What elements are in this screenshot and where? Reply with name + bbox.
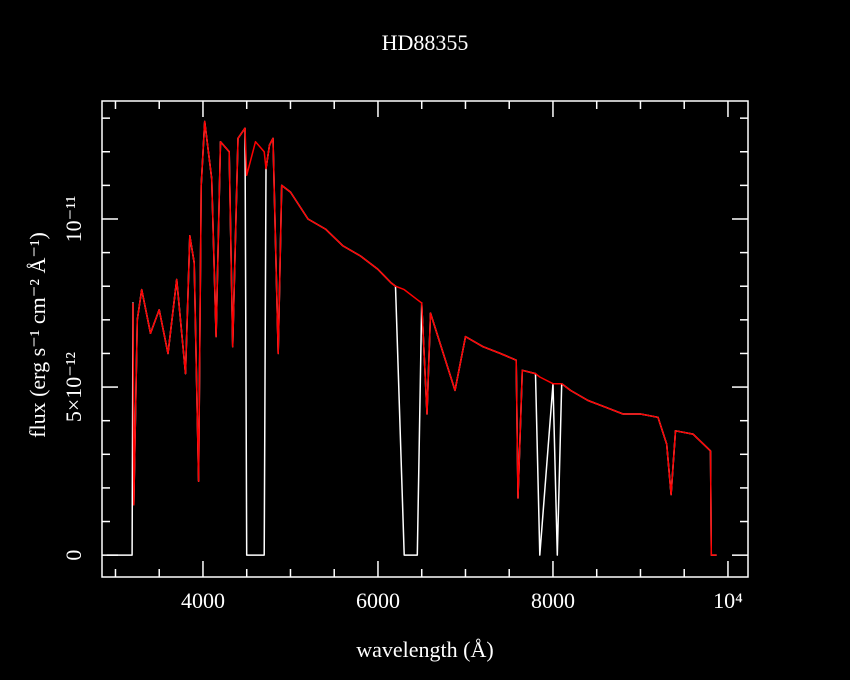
x-axis-label: wavelength (Å): [356, 637, 493, 662]
spectrum-line: [132, 120, 717, 556]
spectrum-line: [106, 120, 717, 556]
x-tick-label: 10⁴: [713, 588, 743, 613]
y-tick-label: 10⁻¹¹: [61, 196, 86, 243]
y-tick-label: 5×10⁻¹²: [61, 352, 86, 423]
x-tick-label: 8000: [531, 588, 575, 613]
plot-frame: [101, 100, 749, 578]
chart-title: HD88355: [382, 30, 469, 55]
y-tick-label: 0: [61, 550, 86, 561]
x-tick-label: 4000: [181, 588, 225, 613]
y-axis-label: flux (erg s⁻¹ cm⁻² Å⁻¹): [25, 232, 50, 438]
x-tick-label: 6000: [356, 588, 400, 613]
